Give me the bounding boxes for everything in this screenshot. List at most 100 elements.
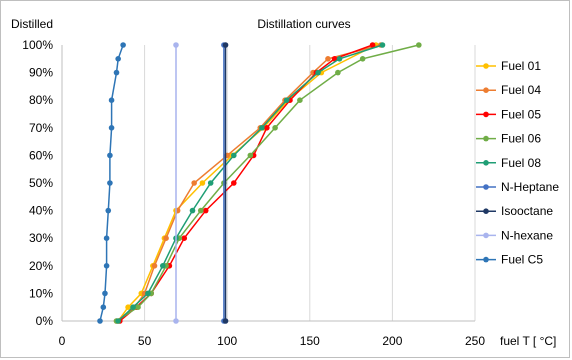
data-point (120, 42, 126, 48)
legend-swatch-marker (483, 184, 489, 190)
series-line (117, 44, 377, 322)
data-point (102, 290, 108, 297)
y-tick-label: 50% (29, 176, 53, 190)
data-point (100, 304, 107, 311)
y-tick-label: 60% (29, 148, 53, 162)
x-tick-label: 150 (300, 334, 320, 348)
x-tick-label: 0 (59, 334, 66, 348)
data-point (369, 42, 376, 48)
legend-item: Fuel 01 (476, 59, 541, 73)
legend-swatch-marker (483, 208, 489, 214)
legend-label: Fuel 06 (501, 132, 541, 146)
data-point (145, 290, 151, 297)
legend-item: N-hexane (476, 228, 553, 242)
y-tick-label: 0% (36, 314, 54, 328)
legend-layer: Fuel 01 Fuel 04 Fuel 05 Fuel 06 Fuel 08 N-Hep… (476, 59, 559, 267)
series-fuel-05 (117, 42, 376, 324)
legend-label: Fuel 01 (501, 59, 541, 73)
data-point (335, 69, 341, 76)
chart-title: Distillation curves (257, 17, 350, 31)
legend-swatch-marker (483, 63, 489, 69)
data-point (259, 125, 265, 131)
data-point (107, 180, 113, 186)
legend-swatch-marker (483, 232, 489, 239)
y-tick-label: 100% (22, 38, 53, 52)
legend-item: N-Heptane (476, 180, 559, 194)
y-tick-label: 40% (29, 204, 53, 218)
data-point (283, 97, 290, 103)
legend-swatch-marker (483, 135, 489, 142)
data-point (191, 180, 197, 186)
data-point (231, 152, 237, 159)
data-point (189, 207, 196, 214)
data-point (207, 180, 214, 186)
data-point (159, 263, 166, 269)
x-tick-label: 200 (382, 334, 402, 348)
data-point (125, 304, 131, 311)
series-layer (97, 42, 422, 324)
data-point (135, 304, 141, 311)
data-point (199, 180, 206, 186)
data-point (416, 42, 422, 48)
data-point (231, 180, 237, 186)
data-point (272, 125, 278, 131)
data-point (108, 97, 115, 103)
y-tick-label: 30% (29, 231, 53, 245)
data-point (97, 318, 103, 324)
data-point (130, 304, 136, 311)
data-point (202, 207, 209, 214)
data-point (247, 152, 254, 159)
legend-label: Isooctane (501, 204, 553, 218)
legend-label: Fuel C5 (501, 253, 543, 267)
x-axis-label: fuel T [ °C] (500, 334, 556, 348)
legend-label: Fuel 04 (501, 83, 541, 97)
data-point (108, 125, 115, 131)
data-point (151, 263, 158, 269)
legend-item: Isooctane (476, 204, 553, 218)
series-isooctane (222, 42, 229, 324)
legend-item: Fuel 04 (476, 83, 541, 97)
x-tick-label: 250 (465, 334, 485, 348)
legend-swatch-marker (483, 87, 489, 93)
series-n-hexane (173, 42, 179, 324)
legend-swatch-marker (483, 111, 489, 118)
series-line (119, 44, 373, 322)
y-axis-label: Distilled (11, 17, 53, 31)
data-point (173, 318, 179, 324)
legend-label: N-hexane (501, 228, 553, 242)
data-point (173, 42, 179, 48)
data-point (325, 56, 331, 62)
legend-item: Fuel 06 (476, 132, 541, 146)
data-point (115, 56, 121, 62)
y-tick-label: 10% (29, 286, 53, 300)
legend-item: Fuel C5 (476, 253, 543, 267)
data-point (359, 56, 366, 62)
y-tick-label: 70% (29, 121, 53, 135)
data-point (197, 207, 204, 214)
data-point (115, 318, 121, 324)
data-point (336, 56, 343, 62)
data-point (297, 97, 303, 103)
x-tick-label: 100 (217, 334, 237, 348)
data-point (222, 318, 229, 324)
data-point (163, 235, 169, 241)
data-point (222, 42, 229, 48)
data-point (379, 42, 386, 48)
data-point (105, 207, 112, 214)
data-point (264, 125, 270, 131)
data-point (315, 69, 321, 76)
axis-layer: 0 50 100 150 200 250 0% 10% 20% 30% 40% 50% 60% 70% 80… (22, 38, 485, 348)
data-point (103, 235, 110, 241)
legend-swatch-marker (483, 160, 489, 166)
y-tick-label: 80% (29, 93, 53, 107)
y-tick-label: 90% (29, 66, 53, 80)
legend-label: Fuel 08 (501, 156, 541, 170)
y-tick-label: 20% (29, 259, 53, 273)
legend-item: Fuel 05 (476, 107, 541, 121)
data-point (113, 69, 120, 76)
data-point (103, 263, 110, 269)
legend-label: N-Heptane (501, 180, 559, 194)
series-line (116, 44, 419, 322)
legend-label: Fuel 05 (501, 107, 541, 121)
data-point (107, 152, 113, 159)
